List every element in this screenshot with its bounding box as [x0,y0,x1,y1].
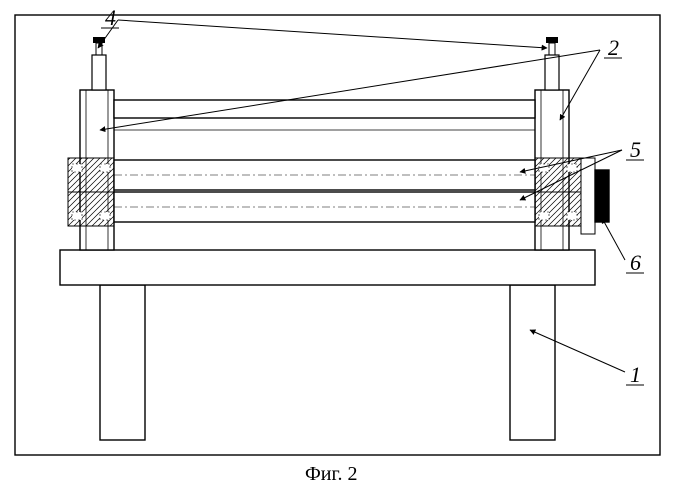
cylinder-right-shaft [549,43,555,55]
cylinder-right-cap [546,37,558,43]
label-5: 5 [630,137,641,162]
label-2: 2 [608,35,619,60]
side-block [595,170,609,222]
cylinder-right [545,55,559,90]
cylinder-left [92,55,106,90]
figure-caption: Фиг. 2 [305,463,357,485]
label-4: 4 [105,5,116,30]
leg-right [510,285,555,440]
label-1: 1 [630,362,641,387]
leg-left [100,285,145,440]
cylinder-left-shaft [96,43,102,55]
top-beam [114,100,535,118]
label-6: 6 [630,250,641,275]
base-beam [60,250,595,285]
